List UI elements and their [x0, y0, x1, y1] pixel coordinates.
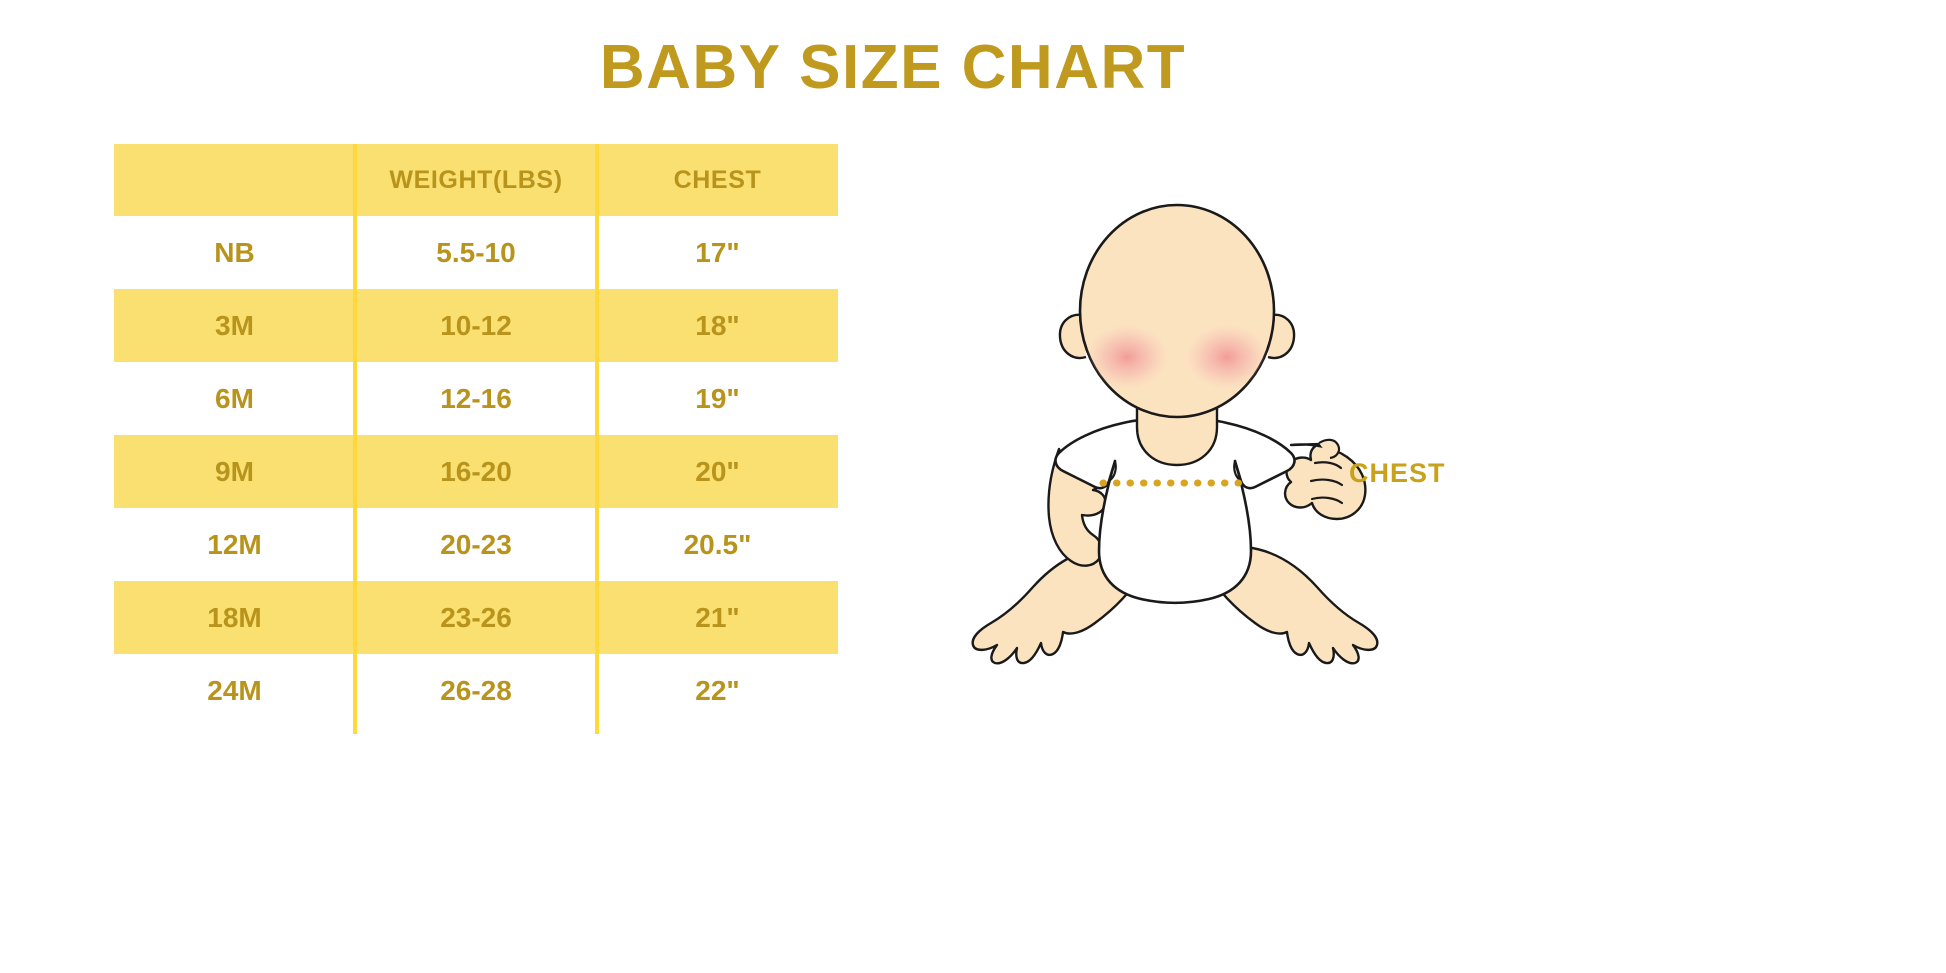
table-row: 24M 26-28 22" [114, 654, 838, 727]
cell-weight: 12-16 [355, 362, 597, 435]
baby-cheek-right [1185, 324, 1269, 390]
column-header-weight: WEIGHT(LBS) [355, 144, 597, 216]
table-row: 3M 10-12 18" [114, 289, 838, 362]
table-column-divider-1 [353, 144, 357, 734]
page-title: BABY SIZE CHART [0, 32, 1946, 103]
baby-illustration [955, 195, 1395, 665]
cell-size: 6M [114, 362, 355, 435]
page-title-text: BABY SIZE CHART [599, 33, 1187, 102]
cell-chest: 17" [597, 216, 838, 289]
table-column-divider-2 [595, 144, 599, 734]
chest-callout-label: CHEST [1349, 458, 1446, 488]
table-row: 9M 16-20 20" [114, 435, 838, 508]
column-header-chest: CHEST [597, 144, 838, 216]
cell-weight: 20-23 [355, 508, 597, 581]
cell-weight: 16-20 [355, 435, 597, 508]
cell-weight: 5.5-10 [355, 216, 597, 289]
cell-size: 3M [114, 289, 355, 362]
table-row: 12M 20-23 20.5" [114, 508, 838, 581]
table-row: 18M 23-26 21" [114, 581, 838, 654]
cell-size: 9M [114, 435, 355, 508]
cell-size: 24M [114, 654, 355, 727]
cell-size: NB [114, 216, 355, 289]
baby-head [1078, 203, 1276, 419]
column-header-size [114, 144, 355, 216]
cell-chest: 20.5" [597, 508, 838, 581]
baby-size-table: WEIGHT(LBS) CHEST NB 5.5-10 17" 3M 10-12… [114, 144, 838, 727]
baby-ears [1058, 313, 1296, 360]
baby-right-arm [1283, 438, 1367, 521]
cell-size: 12M [114, 508, 355, 581]
cell-weight: 23-26 [355, 581, 597, 654]
cell-chest: 18" [597, 289, 838, 362]
baby-cheek-left [1085, 324, 1169, 390]
cell-size: 18M [114, 581, 355, 654]
cell-chest: 21" [597, 581, 838, 654]
cell-weight: 26-28 [355, 654, 597, 727]
cell-weight: 10-12 [355, 289, 597, 362]
cell-chest: 22" [597, 654, 838, 727]
table-header-row: WEIGHT(LBS) CHEST [114, 144, 838, 216]
cell-chest: 20" [597, 435, 838, 508]
table-row: 6M 12-16 19" [114, 362, 838, 435]
cell-chest: 19" [597, 362, 838, 435]
baby-shirt [1054, 417, 1296, 605]
table-row: NB 5.5-10 17" [114, 216, 838, 289]
